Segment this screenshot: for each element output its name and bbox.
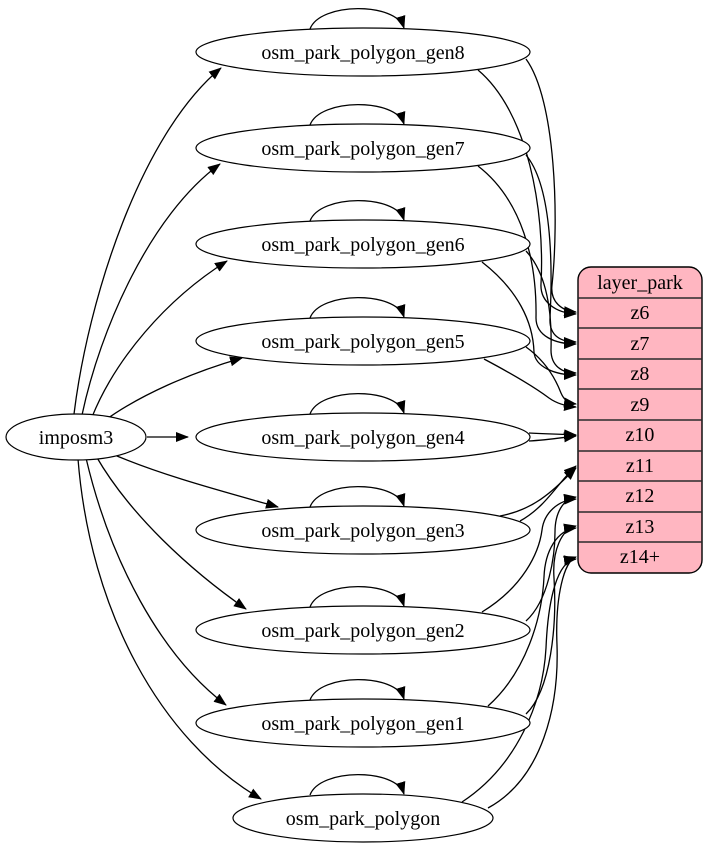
imposm3-label: imposm3 xyxy=(39,427,113,449)
gen1-ellipse xyxy=(195,698,531,748)
node-osm_park_polygon_gen6: osm_park_polygon_gen6 xyxy=(195,219,531,269)
table-row-z9: z9 xyxy=(631,394,650,416)
self-loop-osm_park_polygon_gen4 xyxy=(309,392,406,415)
row-label-z8: z8 xyxy=(631,363,650,385)
self-loop-osm_park_polygon_gen2 xyxy=(309,585,406,608)
edge-osm_park_polygon_gen8-to-z6-a xyxy=(525,58,577,317)
edges-layer xyxy=(73,7,577,809)
table-row-z14plus: z14+ xyxy=(620,546,660,568)
edge-osm_park_polygon_gen2-to-z12-b xyxy=(481,494,577,613)
gen7-ellipse xyxy=(195,123,531,173)
row-label-z6: z6 xyxy=(631,302,650,324)
node-osm_park_polygon_gen3: osm_park_polygon_gen3 xyxy=(195,505,531,555)
edge-osm_park_polygon_gen7-to-z7-b xyxy=(477,165,577,349)
self-loop-osm_park_polygon xyxy=(309,773,406,796)
edge-osm_park_polygon_gen8-to-z6-b xyxy=(477,69,577,319)
node-osm_park_polygon: osm_park_polygon xyxy=(232,793,494,843)
row-label-z12: z12 xyxy=(626,485,655,507)
edge-osm_park_polygon-to-z14-b xyxy=(461,555,577,803)
gen2-label: osm_park_polygon_gen2 xyxy=(261,620,464,642)
nodes-layer: imposm3 osm_park_polygon_gen8 osm_park_p… xyxy=(5,27,531,843)
edge-osm_park_polygon_gen7-to-z7-a xyxy=(525,154,577,347)
gen8-ellipse xyxy=(195,27,531,77)
edge-osm_park_polygon_gen4-to-z10-a xyxy=(528,429,577,440)
node-osm_park_polygon_gen2: osm_park_polygon_gen2 xyxy=(195,605,531,655)
edge-imposm3-to-osm_park_polygon_gen6 xyxy=(91,260,228,418)
gen6-ellipse xyxy=(195,219,531,269)
edge-imposm3-to-osm_park_polygon_gen3 xyxy=(109,452,279,509)
gen3-label: osm_park_polygon_gen3 xyxy=(261,520,464,542)
node-osm_park_polygon_gen5: osm_park_polygon_gen5 xyxy=(195,316,531,366)
edge-osm_park_polygon_gen1-to-z13-b xyxy=(487,524,577,707)
node-osm_park_polygon_gen4: osm_park_polygon_gen4 xyxy=(195,412,531,462)
table-row-z6: z6 xyxy=(631,302,650,324)
edge-osm_park_polygon-to-z14-a xyxy=(487,556,577,809)
gen2-ellipse xyxy=(195,605,531,655)
edge-osm_park_polygon_gen3-to-z11-b xyxy=(499,467,577,517)
edge-imposm3-to-osm_park_polygon_gen2 xyxy=(95,455,247,610)
node-osm_park_polygon_gen7: osm_park_polygon_gen7 xyxy=(195,123,531,173)
gen3-ellipse xyxy=(195,505,531,555)
row-label-z14plus: z14+ xyxy=(620,546,660,568)
osm_park_polygon-ellipse xyxy=(232,793,494,843)
table-row-z12: z12 xyxy=(626,485,655,507)
gen6-label: osm_park_polygon_gen6 xyxy=(261,234,464,256)
node-osm_park_polygon_gen1: osm_park_polygon_gen1 xyxy=(195,698,531,748)
row-label-z9: z9 xyxy=(631,394,650,416)
edge-imposm3-to-osm_park_polygon_gen5 xyxy=(103,356,243,422)
edge-imposm3-to-osm_park_polygon_gen7 xyxy=(81,163,221,416)
self-loop-osm_park_polygon_gen7 xyxy=(309,103,406,126)
edge-imposm3-to-osm_park_polygon xyxy=(77,458,262,800)
self-loop-osm_park_polygon_gen3 xyxy=(309,485,406,508)
gen7-label: osm_park_polygon_gen7 xyxy=(261,138,464,160)
row-label-z13: z13 xyxy=(626,516,655,538)
self-loop-osm_park_polygon_gen8 xyxy=(309,7,406,30)
edge-osm_park_polygon_gen6-to-z8-b xyxy=(481,261,577,380)
gen8-label: osm_park_polygon_gen8 xyxy=(261,42,464,64)
self-loop-osm_park_polygon_gen1 xyxy=(309,678,406,701)
layer_park-header-label: layer_park xyxy=(597,272,683,294)
gen4-ellipse xyxy=(195,412,531,462)
table-row-z10: z10 xyxy=(626,424,655,446)
edge-imposm3-to-osm_park_polygon_gen1 xyxy=(85,457,227,706)
table-row-z8: z8 xyxy=(631,363,650,385)
table-header-row: layer_park xyxy=(597,272,683,294)
edge-imposm3-to-osm_park_polygon_gen8 xyxy=(73,67,222,415)
osm_park_polygon-label: osm_park_polygon xyxy=(286,808,440,830)
self-loop-osm_park_polygon_gen6 xyxy=(309,199,406,222)
gen5-ellipse xyxy=(195,316,531,366)
table-row-z7: z7 xyxy=(631,333,650,355)
edge-osm_park_polygon_gen1-to-z13-a xyxy=(525,523,577,715)
node-layer_park-table: layer_park z6 z7 z8 z9 z10 z11 z12 z13 z… xyxy=(577,266,703,574)
row-label-z7: z7 xyxy=(631,333,650,355)
table-row-z13: z13 xyxy=(626,516,655,538)
gen5-label: osm_park_polygon_gen5 xyxy=(261,331,464,353)
gen1-label: osm_park_polygon_gen1 xyxy=(261,713,464,735)
row-label-z10: z10 xyxy=(626,424,655,446)
edge-osm_park_polygon_gen6-to-z8-a xyxy=(525,250,577,378)
imposm3-ellipse xyxy=(5,413,147,461)
row-label-z11: z11 xyxy=(626,455,654,477)
edge-osm_park_polygon_gen5-to-z9-b xyxy=(483,358,577,411)
node-imposm3: imposm3 xyxy=(5,413,147,461)
table-row-z11: z11 xyxy=(626,455,654,477)
gen4-label: osm_park_polygon_gen4 xyxy=(261,427,464,449)
edge-osm_park_polygon_gen4-to-z10-b xyxy=(528,432,577,443)
node-osm_park_polygon_gen8: osm_park_polygon_gen8 xyxy=(195,27,531,77)
self-loop-osm_park_polygon_gen5 xyxy=(309,296,406,319)
